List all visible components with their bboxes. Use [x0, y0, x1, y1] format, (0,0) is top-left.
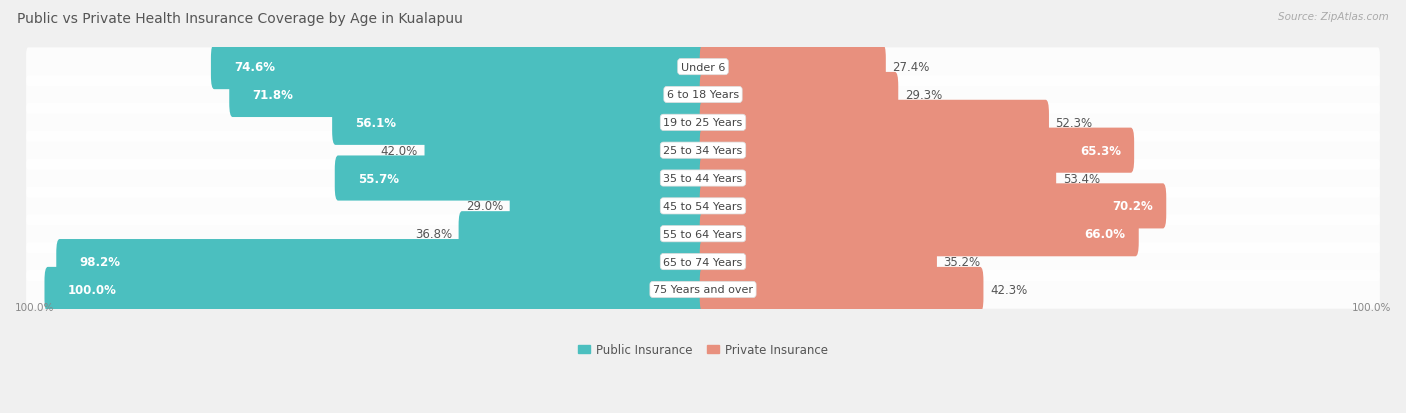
- Text: 55 to 64 Years: 55 to 64 Years: [664, 229, 742, 239]
- Text: 100.0%: 100.0%: [15, 302, 55, 312]
- Legend: Public Insurance, Private Insurance: Public Insurance, Private Insurance: [574, 338, 832, 361]
- Text: 19 to 25 Years: 19 to 25 Years: [664, 118, 742, 128]
- Text: 29.0%: 29.0%: [465, 200, 503, 213]
- FancyBboxPatch shape: [27, 104, 1379, 142]
- Text: 74.6%: 74.6%: [233, 61, 274, 74]
- FancyBboxPatch shape: [27, 243, 1379, 281]
- FancyBboxPatch shape: [45, 267, 706, 312]
- Text: 42.3%: 42.3%: [990, 283, 1028, 296]
- Text: 71.8%: 71.8%: [252, 89, 292, 102]
- Text: 52.3%: 52.3%: [1056, 116, 1092, 130]
- Text: 75 Years and over: 75 Years and over: [652, 285, 754, 295]
- FancyBboxPatch shape: [27, 48, 1379, 87]
- FancyBboxPatch shape: [700, 45, 886, 90]
- FancyBboxPatch shape: [211, 45, 706, 90]
- FancyBboxPatch shape: [56, 240, 706, 285]
- FancyBboxPatch shape: [700, 156, 1056, 201]
- Text: 53.4%: 53.4%: [1063, 172, 1099, 185]
- FancyBboxPatch shape: [229, 73, 706, 118]
- Text: 36.8%: 36.8%: [415, 228, 453, 241]
- FancyBboxPatch shape: [27, 159, 1379, 198]
- FancyBboxPatch shape: [335, 156, 706, 201]
- Text: 66.0%: 66.0%: [1084, 228, 1126, 241]
- Text: 35 to 44 Years: 35 to 44 Years: [664, 173, 742, 184]
- FancyBboxPatch shape: [27, 132, 1379, 170]
- FancyBboxPatch shape: [700, 184, 1166, 229]
- Text: 55.7%: 55.7%: [357, 172, 399, 185]
- Text: Under 6: Under 6: [681, 62, 725, 72]
- Text: 70.2%: 70.2%: [1112, 200, 1153, 213]
- Text: 27.4%: 27.4%: [893, 61, 929, 74]
- Text: 25 to 34 Years: 25 to 34 Years: [664, 146, 742, 156]
- Text: Public vs Private Health Insurance Coverage by Age in Kualapuu: Public vs Private Health Insurance Cover…: [17, 12, 463, 26]
- Text: 100.0%: 100.0%: [1351, 302, 1391, 312]
- FancyBboxPatch shape: [700, 240, 936, 285]
- FancyBboxPatch shape: [510, 184, 706, 229]
- Text: 45 to 54 Years: 45 to 54 Years: [664, 202, 742, 211]
- FancyBboxPatch shape: [700, 267, 983, 312]
- Text: 35.2%: 35.2%: [943, 256, 980, 268]
- Text: 65.3%: 65.3%: [1080, 144, 1121, 157]
- FancyBboxPatch shape: [27, 76, 1379, 114]
- FancyBboxPatch shape: [700, 128, 1135, 173]
- Text: Source: ZipAtlas.com: Source: ZipAtlas.com: [1278, 12, 1389, 22]
- Text: 65 to 74 Years: 65 to 74 Years: [664, 257, 742, 267]
- FancyBboxPatch shape: [27, 187, 1379, 225]
- FancyBboxPatch shape: [27, 215, 1379, 253]
- FancyBboxPatch shape: [332, 100, 706, 145]
- FancyBboxPatch shape: [700, 73, 898, 118]
- FancyBboxPatch shape: [700, 211, 1139, 256]
- FancyBboxPatch shape: [458, 211, 706, 256]
- Text: 29.3%: 29.3%: [905, 89, 942, 102]
- Text: 42.0%: 42.0%: [381, 144, 418, 157]
- Text: 100.0%: 100.0%: [67, 283, 117, 296]
- Text: 56.1%: 56.1%: [356, 116, 396, 130]
- Text: 98.2%: 98.2%: [79, 256, 121, 268]
- FancyBboxPatch shape: [700, 100, 1049, 145]
- FancyBboxPatch shape: [27, 271, 1379, 309]
- Text: 6 to 18 Years: 6 to 18 Years: [666, 90, 740, 100]
- FancyBboxPatch shape: [425, 128, 706, 173]
